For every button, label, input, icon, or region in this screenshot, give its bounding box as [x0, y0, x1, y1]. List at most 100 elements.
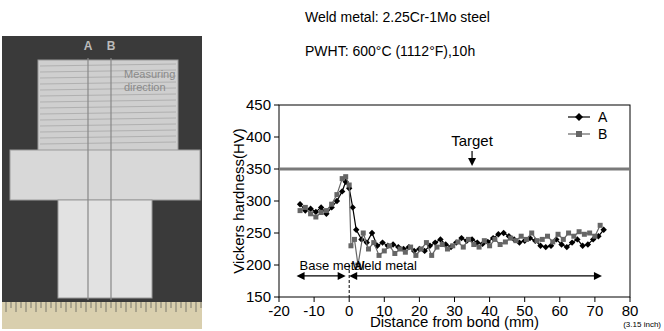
marker — [371, 240, 376, 245]
ruler-tick — [136, 302, 137, 312]
ruler-tick — [91, 302, 92, 308]
weld-bead — [40, 142, 176, 144]
span-arrowhead — [594, 272, 602, 280]
marker — [556, 232, 561, 237]
marker — [500, 230, 506, 236]
marker — [550, 239, 555, 244]
ruler-tick — [26, 302, 27, 312]
marker — [318, 204, 324, 210]
marker — [429, 253, 434, 258]
target-arrowhead — [468, 158, 476, 166]
marker — [319, 210, 324, 215]
legend-marker — [576, 131, 582, 137]
x-axis-title: Distance from bond (mm) — [370, 313, 539, 330]
ruler-tick — [196, 302, 197, 312]
y-tick-label: 200 — [246, 256, 271, 273]
series-line — [300, 177, 600, 265]
marker — [577, 229, 582, 234]
ruler-tick — [36, 302, 37, 312]
marker — [534, 238, 539, 243]
weld-bead — [40, 100, 176, 102]
marker — [313, 209, 319, 215]
ruler-tick — [11, 302, 12, 308]
marker — [569, 239, 575, 245]
span-arrowhead — [349, 272, 357, 280]
marker — [519, 234, 524, 239]
y-tick — [274, 201, 279, 202]
ruler-tick — [121, 302, 122, 308]
weld-bead — [40, 136, 176, 138]
marker — [343, 174, 348, 179]
marker — [492, 237, 497, 242]
y-tick — [274, 105, 279, 106]
weld-bead — [40, 112, 176, 114]
ruler-tick — [146, 302, 147, 312]
marker — [445, 247, 450, 252]
marker — [297, 201, 303, 207]
ruler-tick — [171, 302, 172, 308]
specimen-top — [38, 60, 178, 152]
marker — [466, 237, 471, 242]
span-arrow — [353, 275, 598, 276]
y-tick — [274, 233, 279, 234]
weld-bead — [40, 106, 176, 108]
ruler-tick — [51, 302, 52, 308]
y-tick-label: 250 — [246, 224, 271, 241]
ruler-tick — [56, 302, 57, 312]
legend: AB — [568, 109, 608, 142]
x-tick-label: 0 — [345, 302, 353, 319]
marker — [495, 231, 501, 237]
marker — [558, 241, 564, 247]
marker — [334, 192, 339, 197]
weld-bead — [40, 118, 176, 120]
ruler-tick — [31, 302, 32, 308]
marker — [437, 236, 443, 242]
ruler-tick — [126, 302, 127, 312]
marker — [579, 243, 585, 249]
target-line — [279, 168, 630, 171]
y-tick-label: 450 — [246, 96, 271, 113]
caption-line: direction — [124, 81, 166, 93]
span-arrowhead — [338, 272, 346, 280]
marker — [471, 242, 476, 247]
marker — [598, 223, 603, 228]
ruler-tick — [46, 302, 47, 312]
y-tick — [274, 297, 279, 298]
ruler-tick — [131, 302, 132, 308]
ruler-tick — [76, 302, 77, 312]
marker — [352, 237, 357, 242]
marker — [398, 247, 403, 252]
marker — [461, 245, 466, 250]
ruler-tick — [101, 302, 102, 308]
x-tick-label: -10 — [303, 302, 325, 319]
marker — [540, 237, 545, 242]
marker — [387, 243, 392, 248]
y-tick-label: 350 — [246, 160, 271, 177]
marker — [324, 208, 329, 213]
ruler — [2, 302, 202, 329]
marker — [513, 238, 518, 243]
photo-caption: Measuringdirection — [124, 68, 175, 93]
marker — [369, 230, 375, 236]
ruler-tick — [141, 302, 142, 308]
x-tick-label: -20 — [268, 302, 290, 319]
marker — [456, 239, 461, 244]
ruler-tick — [186, 302, 187, 312]
header-line: Weld metal: 2.25Cr-1Mo steel — [305, 9, 490, 25]
ruler-tick — [96, 302, 97, 312]
photo: ABMeasuringdirection — [2, 36, 202, 329]
marker — [561, 237, 566, 242]
marker — [477, 245, 482, 250]
marker — [498, 242, 503, 247]
ruler-tick — [16, 302, 17, 312]
ruler-tick — [166, 302, 167, 312]
marker — [313, 215, 318, 220]
ruler-tick — [181, 302, 182, 308]
x-tick-label: 70 — [587, 302, 604, 319]
legend-label: A — [598, 109, 608, 125]
data-group — [279, 169, 630, 268]
marker — [582, 232, 587, 237]
ruler-tick — [151, 302, 152, 308]
marker — [339, 188, 345, 194]
ruler-tick — [86, 302, 87, 312]
